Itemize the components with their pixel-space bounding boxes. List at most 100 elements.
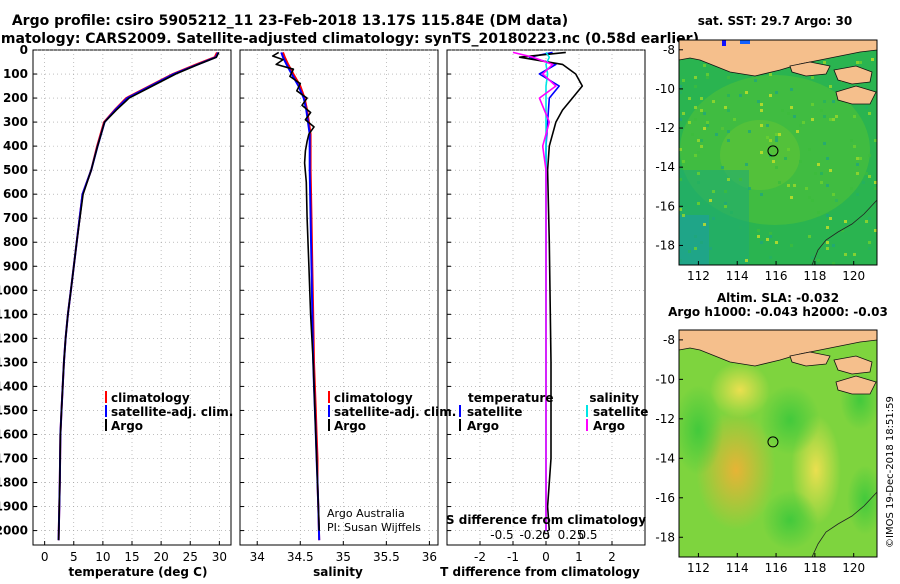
sst-pixel (859, 157, 862, 160)
sst-pixel (856, 61, 859, 64)
sst-pixel (853, 115, 856, 118)
sst-pixel (790, 106, 793, 109)
sst-map (679, 40, 877, 265)
sst-pixel (850, 139, 853, 142)
sst-pixel (874, 229, 877, 232)
depth-tick-label: 1700 (0, 451, 28, 465)
x-tick-label: 15 (124, 550, 139, 564)
depth-tick-label: 500 (3, 163, 28, 177)
sst-pixel (793, 184, 796, 187)
sst-pixel (853, 253, 856, 256)
depth-tick-label: 100 (3, 67, 28, 81)
sst-pixel (799, 160, 802, 163)
land-sumbawa (833, 355, 873, 375)
sst-pixel (808, 196, 811, 199)
sst-pixel (727, 109, 730, 112)
sst-pixel (832, 262, 835, 265)
sst-pixel (688, 250, 691, 253)
sst-pixel (820, 109, 823, 112)
sst-pixel (820, 181, 823, 184)
map-x-tick-label: 120 (842, 561, 865, 575)
x-tick-label: 1 (575, 550, 583, 564)
sst-pixel (760, 124, 763, 127)
sst-pixel (706, 124, 709, 127)
sst-pixel (694, 76, 697, 79)
sst-pixel (712, 217, 715, 220)
x-tick-label: 30 (212, 550, 227, 564)
land-sumba (835, 85, 877, 105)
depth-tick-label: 1500 (0, 403, 28, 417)
map-x-tick-label: 112 (687, 269, 710, 283)
sst-pixel (721, 127, 724, 130)
imos-credit: ©IMOS 19-Dec-2018 18:51:59 (885, 396, 896, 548)
x-tick-label: 10 (95, 550, 110, 564)
legend-label-s-argo: Argo (593, 419, 625, 433)
sst-pixel (787, 148, 790, 151)
land-sumbawa (833, 65, 873, 85)
s-diff-tick-label: -0.25 (519, 528, 550, 542)
temperature-legend: climatology satellite-adj. clim. Argo (105, 391, 233, 433)
sst-pixel (709, 247, 712, 250)
sst-pixel (775, 133, 778, 136)
sst-pixel (700, 241, 703, 244)
depth-tick-label: 1200 (0, 331, 28, 345)
sst-pixel (808, 148, 811, 151)
sst-pixel (727, 130, 730, 133)
map-y-tick-label: -8 (663, 43, 675, 57)
sst-pixel (769, 94, 772, 97)
depth-tick-label: 400 (3, 139, 28, 153)
map-x-tick-label: 116 (765, 269, 788, 283)
sst-pixel (799, 124, 802, 127)
sst-pixel (829, 118, 832, 121)
s-diff-tick-label: 0 (542, 528, 550, 542)
sst-pixel (811, 118, 814, 121)
depth-tick-label: 900 (3, 259, 28, 273)
sst-pixel (760, 109, 763, 112)
x-tick-label: 35 (336, 550, 351, 564)
sst-pixel (739, 226, 742, 229)
sst-pixel (829, 217, 832, 220)
x-tick-label: -1 (507, 550, 519, 564)
sst-pixel (817, 211, 820, 214)
map-y-tick-label: -12 (655, 121, 675, 135)
x-tick-label: 0 (41, 550, 49, 564)
coastline-australia (811, 199, 877, 265)
x-tick-label: 36 (422, 550, 437, 564)
sst-pixel (679, 259, 682, 262)
x-tick-label: 25 (183, 550, 198, 564)
sst-pixel (724, 202, 727, 205)
map-x-tick-label: 118 (803, 269, 826, 283)
sla-map-frame (678, 329, 878, 558)
sst-pixel (775, 136, 778, 139)
sst-pixel (694, 118, 697, 121)
sst-pixel (769, 73, 772, 76)
sst-pixel (787, 112, 790, 115)
sst-pixel (700, 112, 703, 115)
sst-pixel (769, 256, 772, 259)
depth-tick-label: 600 (3, 187, 28, 201)
sst-pixel (844, 253, 847, 256)
depth-tick-label: 0 (20, 43, 28, 57)
sst-pixel (811, 199, 814, 202)
coastline-australia (811, 491, 877, 557)
map-y-tick-label: -14 (655, 451, 675, 465)
sst-pixel (775, 139, 778, 142)
sla-argo-location (767, 436, 779, 448)
sst-pixel (733, 118, 736, 121)
sst-pixel (811, 103, 814, 106)
sst-pixel (706, 76, 709, 79)
sst-pixel (856, 157, 859, 160)
sst-pixel (769, 139, 772, 142)
sst-pixel (697, 172, 700, 175)
sst-pixel (760, 151, 763, 154)
sst-pixel (823, 61, 826, 64)
sst-pixel (697, 181, 700, 184)
sst-pixel (868, 247, 871, 250)
sst-pixel (829, 169, 832, 172)
sst-pixel (865, 172, 868, 175)
map-y-tick-label: -8 (663, 333, 675, 347)
s-diff-tick-label: 0.5 (578, 528, 597, 542)
salinity-panel (239, 49, 439, 546)
map-x-tick-label: 114 (726, 269, 749, 283)
sst-pixel (703, 64, 706, 67)
